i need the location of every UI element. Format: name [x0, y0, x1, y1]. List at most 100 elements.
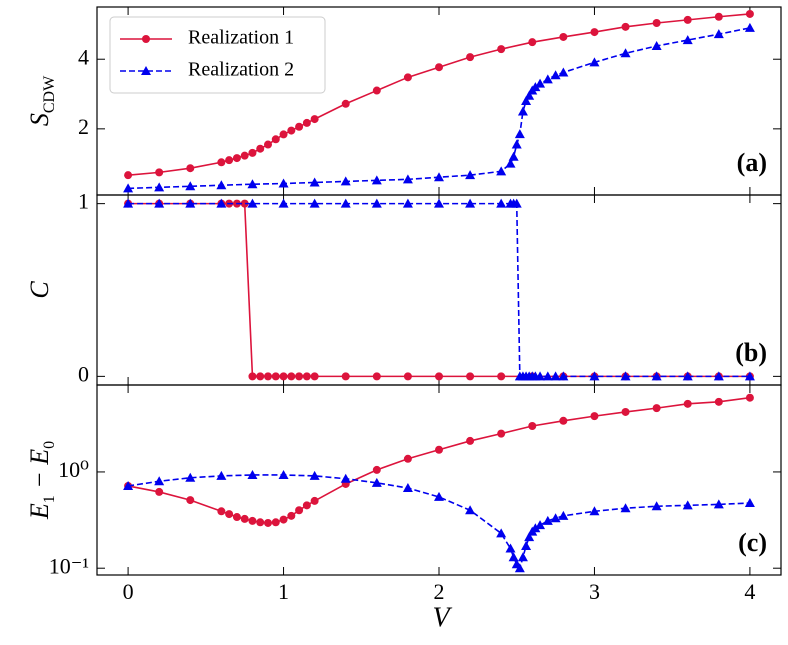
- marker: [279, 515, 288, 524]
- marker: [247, 469, 258, 479]
- marker: [652, 19, 661, 28]
- marker: [402, 483, 413, 493]
- marker: [745, 9, 754, 18]
- y-tick-label: 1: [78, 189, 89, 214]
- marker: [309, 177, 320, 187]
- marker: [271, 372, 280, 381]
- panel-label: (a): [737, 148, 767, 177]
- marker: [278, 469, 289, 479]
- marker: [514, 563, 525, 573]
- x-axis-label: V: [432, 602, 452, 633]
- y-axis-label-part: 0: [41, 441, 58, 449]
- y-axis-label-part: C: [25, 281, 54, 299]
- y-tick-label: 10⁻¹: [49, 553, 89, 578]
- marker: [511, 198, 522, 208]
- marker: [240, 199, 249, 208]
- marker: [402, 198, 413, 208]
- marker: [310, 115, 319, 124]
- y-tick-label: 2: [78, 114, 89, 139]
- marker: [264, 372, 272, 381]
- marker: [278, 198, 289, 208]
- marker: [271, 518, 280, 527]
- plot-frame: [96, 194, 782, 386]
- marker: [302, 372, 311, 381]
- marker: [295, 506, 304, 515]
- marker: [652, 404, 661, 413]
- marker: [621, 407, 630, 416]
- marker: [620, 48, 631, 58]
- marker: [216, 470, 227, 480]
- marker: [651, 40, 662, 50]
- marker: [435, 445, 443, 454]
- marker: [682, 35, 693, 45]
- y-tick-label: 0: [78, 361, 89, 386]
- marker: [154, 476, 165, 486]
- marker: [496, 198, 507, 208]
- marker: [232, 513, 241, 522]
- marker: [682, 500, 693, 510]
- marker: [217, 158, 226, 167]
- marker: [247, 198, 258, 208]
- marker: [302, 501, 311, 510]
- marker: [620, 371, 631, 381]
- marker: [185, 198, 196, 208]
- marker: [521, 541, 532, 551]
- marker: [713, 499, 724, 509]
- marker: [524, 532, 535, 542]
- marker: [745, 393, 754, 402]
- marker: [465, 505, 476, 515]
- marker: [402, 174, 413, 184]
- marker: [287, 511, 296, 520]
- marker: [497, 45, 506, 54]
- marker: [185, 181, 196, 191]
- marker: [713, 371, 724, 381]
- marker: [403, 454, 412, 463]
- marker: [714, 12, 723, 21]
- marker: [341, 372, 350, 381]
- marker: [497, 429, 506, 438]
- marker: [123, 183, 134, 193]
- panel-label: (b): [735, 338, 767, 367]
- marker: [123, 480, 134, 490]
- marker: [434, 172, 444, 182]
- legend-label: Realization 1: [188, 27, 294, 49]
- marker: [496, 528, 507, 538]
- marker: [542, 74, 553, 84]
- marker: [651, 371, 662, 381]
- marker: [535, 371, 546, 381]
- marker: [744, 22, 755, 32]
- marker: [535, 78, 546, 88]
- marker: [558, 510, 569, 520]
- y-axis-label-part: CDW: [41, 75, 58, 113]
- marker: [465, 198, 476, 208]
- marker: [225, 510, 234, 519]
- marker: [508, 151, 519, 161]
- marker: [295, 122, 304, 131]
- marker: [225, 156, 234, 165]
- marker: [466, 53, 475, 62]
- marker: [287, 372, 296, 381]
- marker: [248, 372, 257, 381]
- marker: [590, 412, 599, 421]
- y-axis-label-part: 1: [41, 495, 58, 503]
- marker: [511, 139, 522, 149]
- marker: [559, 32, 568, 41]
- x-tick-label: 0: [123, 579, 134, 604]
- marker: [240, 514, 249, 523]
- marker: [713, 29, 724, 39]
- marker: [256, 372, 265, 381]
- marker: [124, 171, 133, 180]
- marker: [216, 198, 227, 208]
- marker: [142, 35, 150, 43]
- marker: [542, 371, 553, 381]
- marker: [508, 552, 519, 562]
- marker: [309, 198, 320, 208]
- marker: [496, 166, 507, 176]
- marker: [185, 472, 196, 482]
- marker: [340, 198, 351, 208]
- marker: [528, 422, 537, 431]
- marker: [186, 496, 195, 505]
- marker: [279, 372, 288, 381]
- marker: [371, 477, 382, 487]
